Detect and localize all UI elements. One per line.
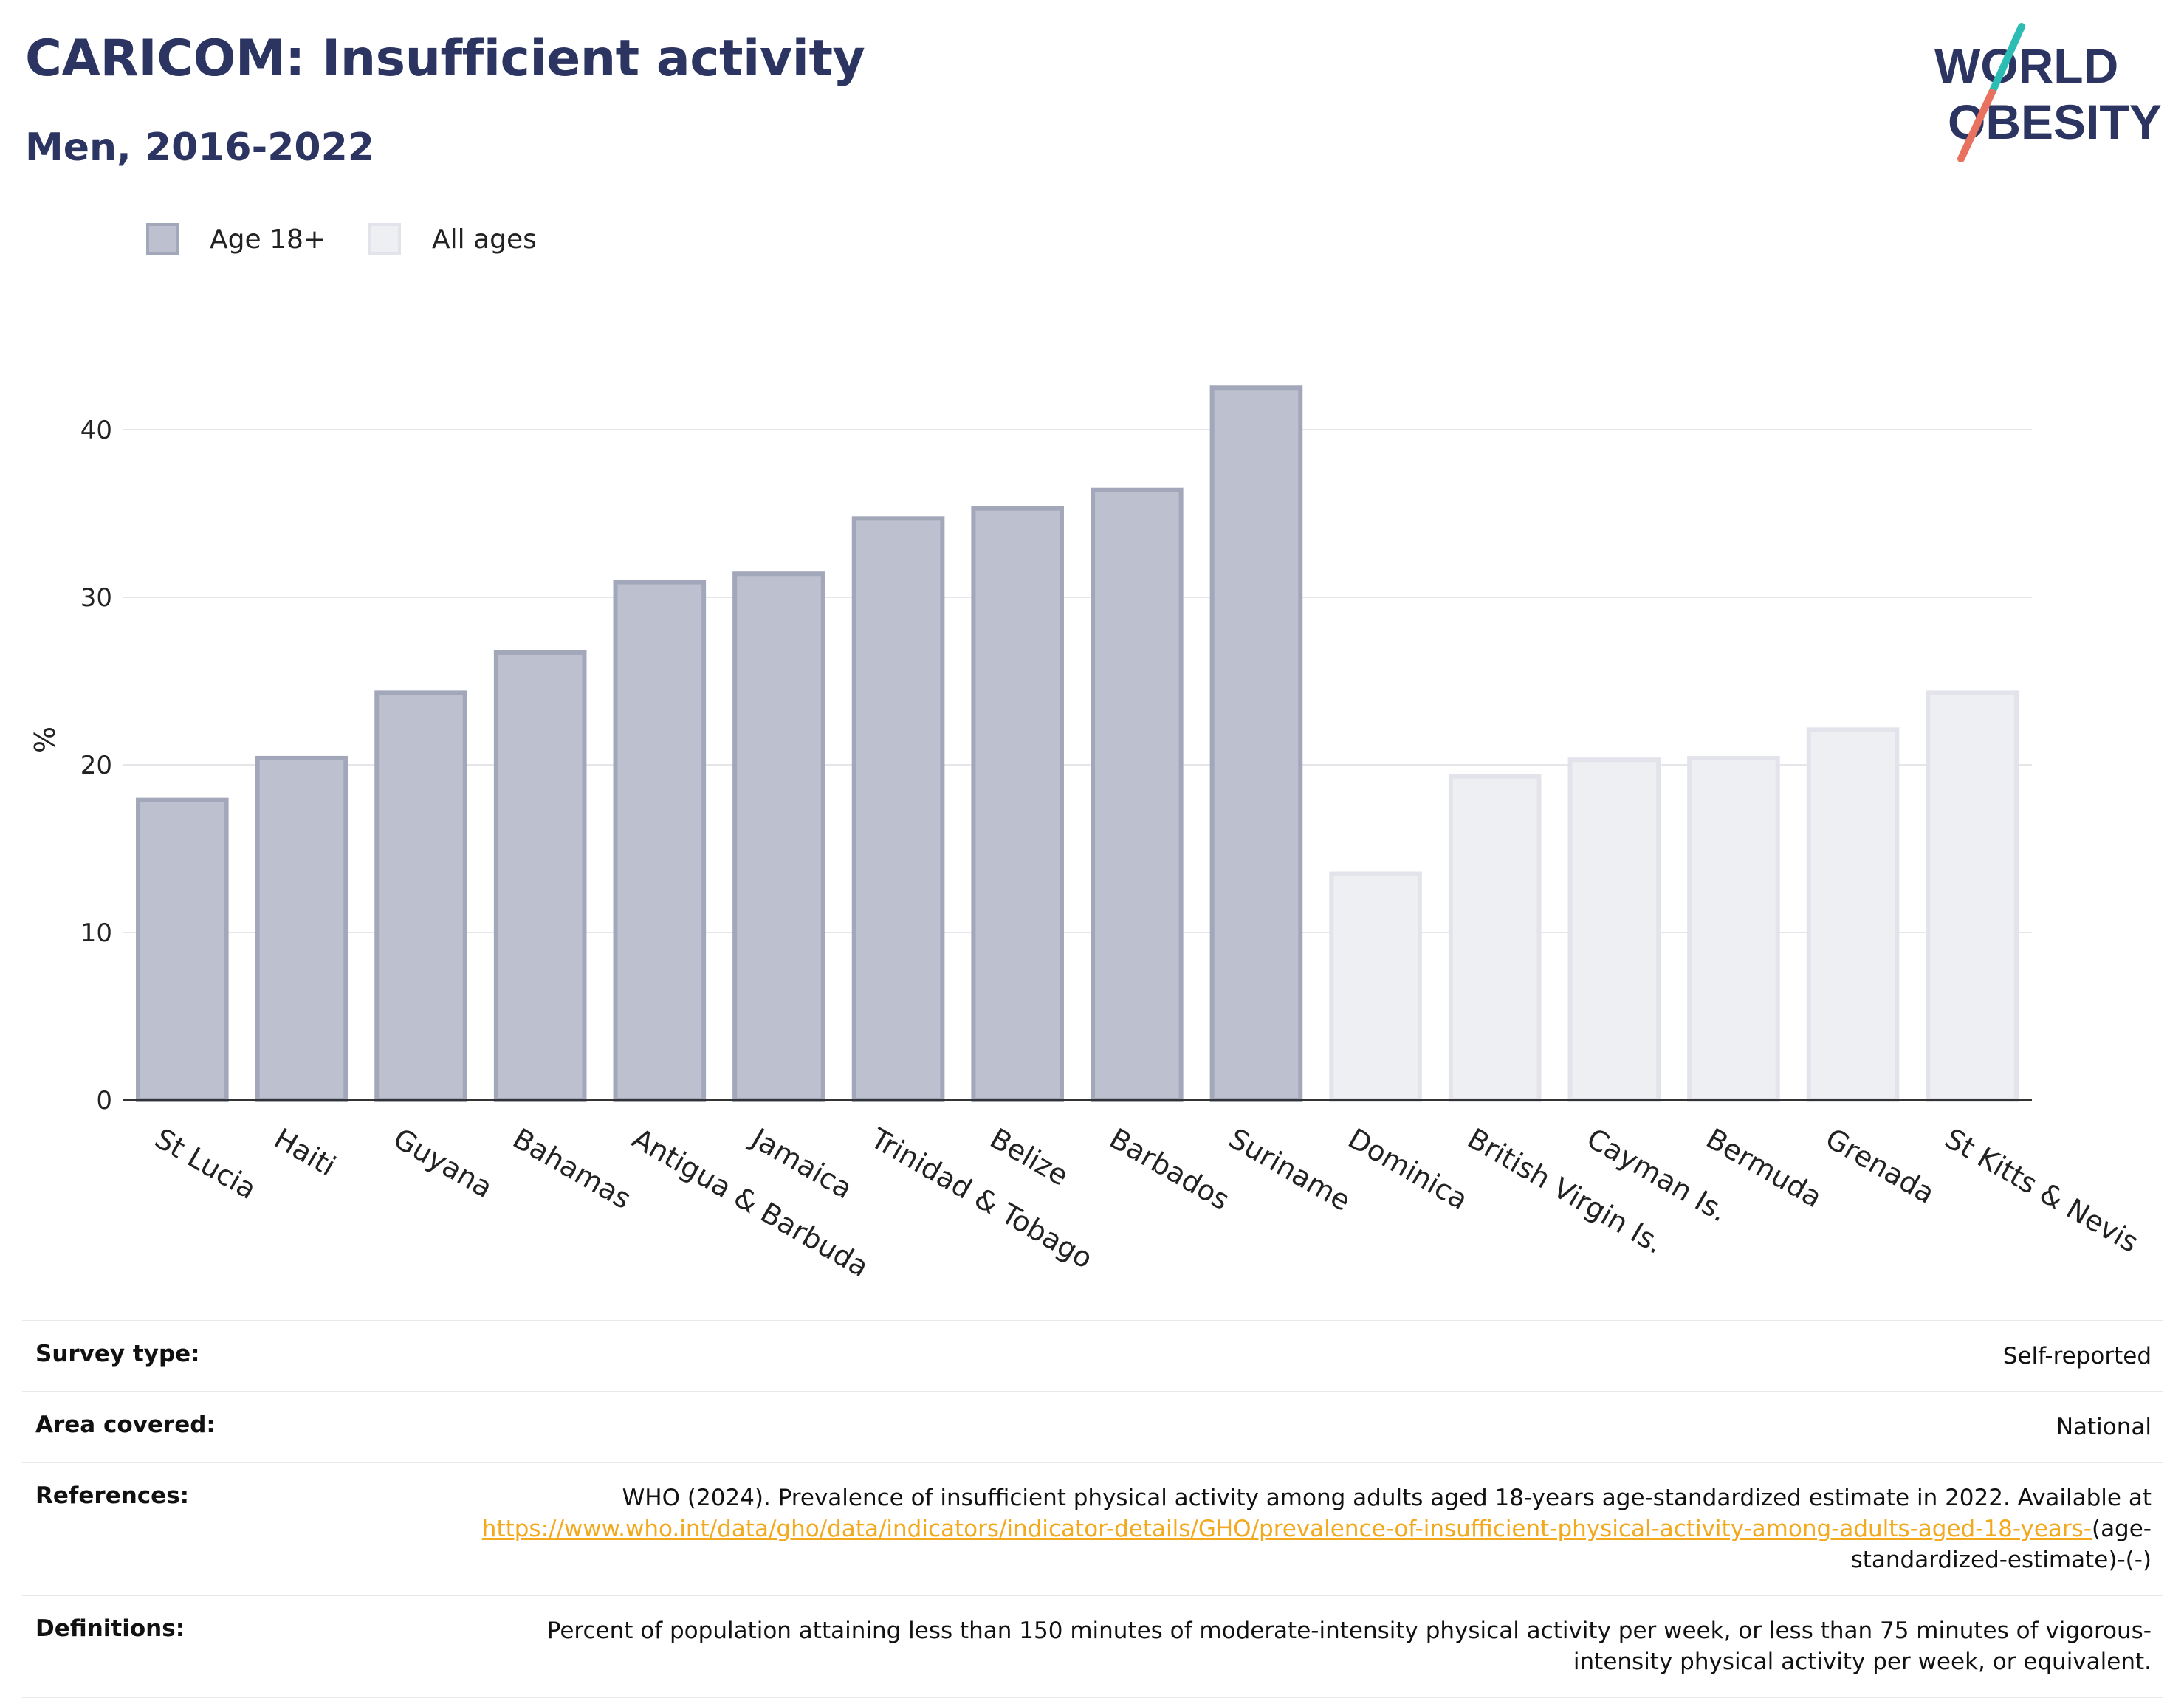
x-tick-label: Bahamas [507, 1122, 636, 1216]
bar-3 [493, 650, 587, 1103]
bar-4 [613, 580, 707, 1102]
legend-swatch-all-ages [368, 223, 402, 255]
legend-item-all-ages[interactable]: All ages [368, 223, 537, 255]
x-tick-label: Suriname [1223, 1122, 1356, 1217]
info-value-references: WHO (2024). Prevalence of insufficient p… [453, 1482, 2152, 1575]
bar-12 [1567, 757, 1661, 1102]
bar-7 [971, 506, 1064, 1102]
info-value-area-covered: National [2056, 1414, 2152, 1440]
x-tick-label: Trinidad & Tobago [865, 1121, 1098, 1275]
x-tick-label: Barbados [1104, 1122, 1235, 1217]
info-value-survey-type: Self-reported [2002, 1343, 2152, 1369]
legend-label-age-18plus: Age 18+ [210, 224, 326, 255]
bar-2 [374, 690, 467, 1102]
legend-item-age-18plus[interactable]: Age 18+ [146, 223, 326, 255]
y-axis-label: % [29, 726, 61, 753]
bar-0 [136, 797, 229, 1102]
bar-14 [1806, 727, 1900, 1103]
chart-legend: Age 18+ All ages [146, 219, 580, 260]
x-tick-label: Belize [985, 1122, 1074, 1192]
logo-line1: WORLD [1934, 38, 2118, 93]
bar-5 [732, 571, 825, 1103]
y-tick-label: 20 [80, 751, 112, 780]
legend-swatch-age-18plus [146, 223, 179, 255]
bar-1 [255, 755, 348, 1102]
bar-8 [1091, 487, 1184, 1103]
bar-13 [1687, 755, 1780, 1102]
page-subtitle: Men, 2016-2022 [25, 126, 374, 170]
world-obesity-logo: WORLD OBESITY [1934, 23, 2162, 162]
x-tick-label: St Kitts & Nevis [1940, 1122, 2144, 1259]
x-tick-label: Guyana [388, 1122, 498, 1204]
page-title: CARICOM: Insufficient activity [25, 30, 865, 88]
y-tick-label: 10 [80, 918, 112, 948]
info-row-area-covered: Area covered: National [22, 1391, 2163, 1462]
info-label-survey-type: Survey type: [35, 1341, 200, 1367]
x-tick-label: Haiti [269, 1122, 341, 1183]
y-tick-label: 0 [96, 1086, 112, 1116]
bar-15 [1926, 690, 2019, 1102]
bar-11 [1448, 774, 1542, 1102]
info-label-area-covered: Area covered: [35, 1412, 216, 1438]
info-table: Survey type: Self-reported Area covered:… [22, 1320, 2163, 1698]
x-tick-label: Dominica [1343, 1122, 1474, 1217]
info-row-definitions: Definitions: Percent of population attai… [22, 1595, 2163, 1698]
bar-10 [1329, 871, 1422, 1102]
x-tick-label: Grenada [1820, 1122, 1940, 1210]
bar-6 [851, 516, 945, 1102]
x-tick-label: British Virgin Is. [1462, 1122, 1669, 1260]
y-tick-label: 30 [80, 583, 112, 613]
bar-9 [1209, 385, 1303, 1102]
info-value-definitions: Percent of population attaining less tha… [546, 1618, 2152, 1675]
info-label-definitions: Definitions: [35, 1615, 185, 1642]
references-link[interactable]: https://www.who.int/data/gho/data/indica… [481, 1516, 2092, 1542]
info-row-references: References: WHO (2024). Prevalence of in… [22, 1462, 2163, 1595]
info-row-survey-type: Survey type: Self-reported [22, 1320, 2163, 1391]
y-tick-label: 40 [80, 416, 112, 445]
references-text: WHO (2024). Prevalence of insufficient p… [622, 1485, 2152, 1511]
references-suffix: (age-standardized-estimate)-(-) [1850, 1516, 2152, 1573]
x-tick-label: St Lucia [149, 1122, 261, 1206]
legend-label-all-ages: All ages [432, 224, 537, 255]
info-label-references: References: [35, 1482, 190, 1509]
